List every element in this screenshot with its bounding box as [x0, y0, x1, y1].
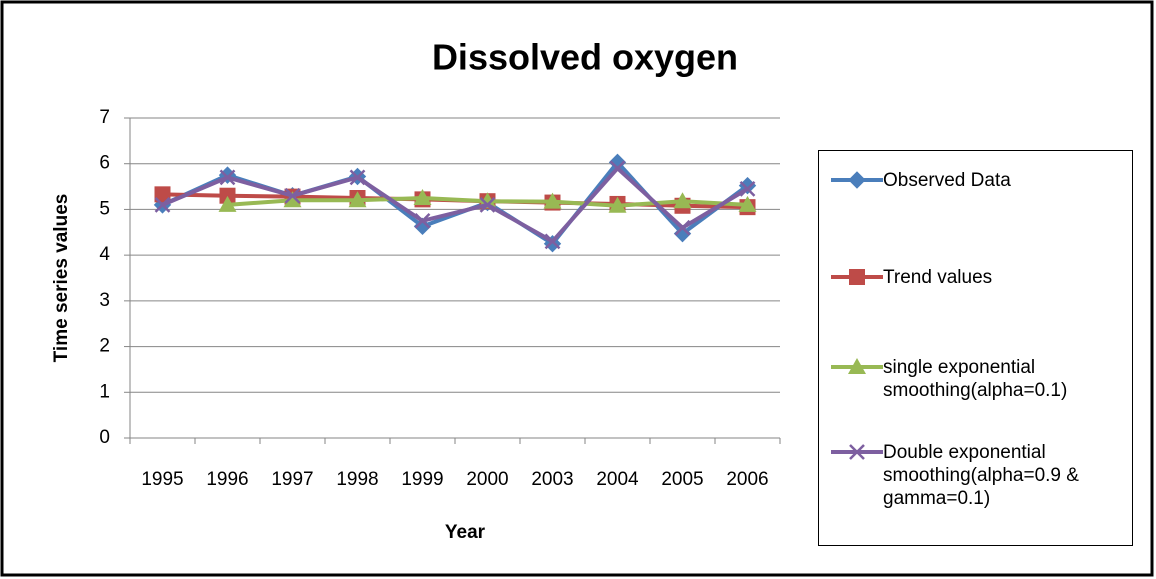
legend-marker [849, 269, 865, 285]
data-point [608, 196, 627, 213]
legend-swatch [831, 358, 883, 374]
legend-label: Observed Data [883, 170, 1011, 191]
series-line [161, 166, 749, 244]
legend-label: single exponential smoothing(alpha=0.1) [883, 357, 1068, 401]
chart-title: Dissolved oxygen [432, 37, 738, 78]
x-tick-label: 2003 [531, 469, 573, 490]
x-tick-label: 1997 [271, 469, 313, 490]
y-axis-label: Time series values [51, 194, 72, 363]
y-tick-label: 2 [99, 336, 110, 357]
legend-swatch [831, 444, 883, 460]
x-tick-label: 2000 [466, 469, 508, 490]
data-point [219, 169, 236, 186]
x-tick-label: 1998 [336, 469, 378, 490]
y-tick-label: 4 [99, 244, 110, 265]
data-point [479, 196, 496, 213]
x-tick-label: 1996 [206, 469, 248, 490]
x-tick-label: 1995 [141, 469, 183, 490]
data-point [218, 195, 237, 212]
data-point [283, 191, 302, 208]
y-tick-label: 1 [99, 381, 110, 402]
y-tick-label: 5 [99, 198, 110, 219]
data-point [219, 187, 236, 204]
x-tick-label: 2004 [596, 469, 639, 490]
legend-marker [848, 171, 866, 189]
data-point [739, 180, 756, 197]
legend-swatch [831, 269, 883, 285]
data-point [673, 224, 692, 243]
data-point [609, 160, 626, 177]
legend-label: Trend values [883, 267, 993, 288]
y-tick-label: 6 [99, 153, 110, 174]
legend: Observed Data Trend values single exponent… [818, 150, 1133, 546]
data-point [413, 189, 432, 205]
legend-marker [848, 358, 866, 374]
y-tick-label: 3 [99, 290, 110, 311]
data-point [414, 212, 431, 229]
legend-marker [849, 444, 865, 460]
data-point [738, 195, 757, 212]
data-point [284, 187, 301, 204]
legend-label: Double exponential smoothing(alpha=0.9 &… [883, 442, 1079, 509]
x-tick-label: 1999 [401, 469, 443, 490]
data-point [674, 219, 691, 236]
data-point [413, 217, 432, 236]
data-point [673, 192, 692, 209]
data-point [154, 186, 171, 203]
x-axis-label: Year [445, 522, 486, 543]
data-point [349, 169, 366, 186]
y-tick-label: 0 [99, 427, 110, 448]
data-point [544, 233, 561, 250]
data-point [154, 196, 171, 213]
data-point [348, 191, 367, 208]
x-tick-label: 2006 [726, 469, 768, 490]
legend-swatch [831, 171, 883, 189]
x-tick-label: 2005 [661, 469, 703, 490]
y-tick-label: 7 [99, 107, 110, 128]
data-point [543, 192, 562, 209]
